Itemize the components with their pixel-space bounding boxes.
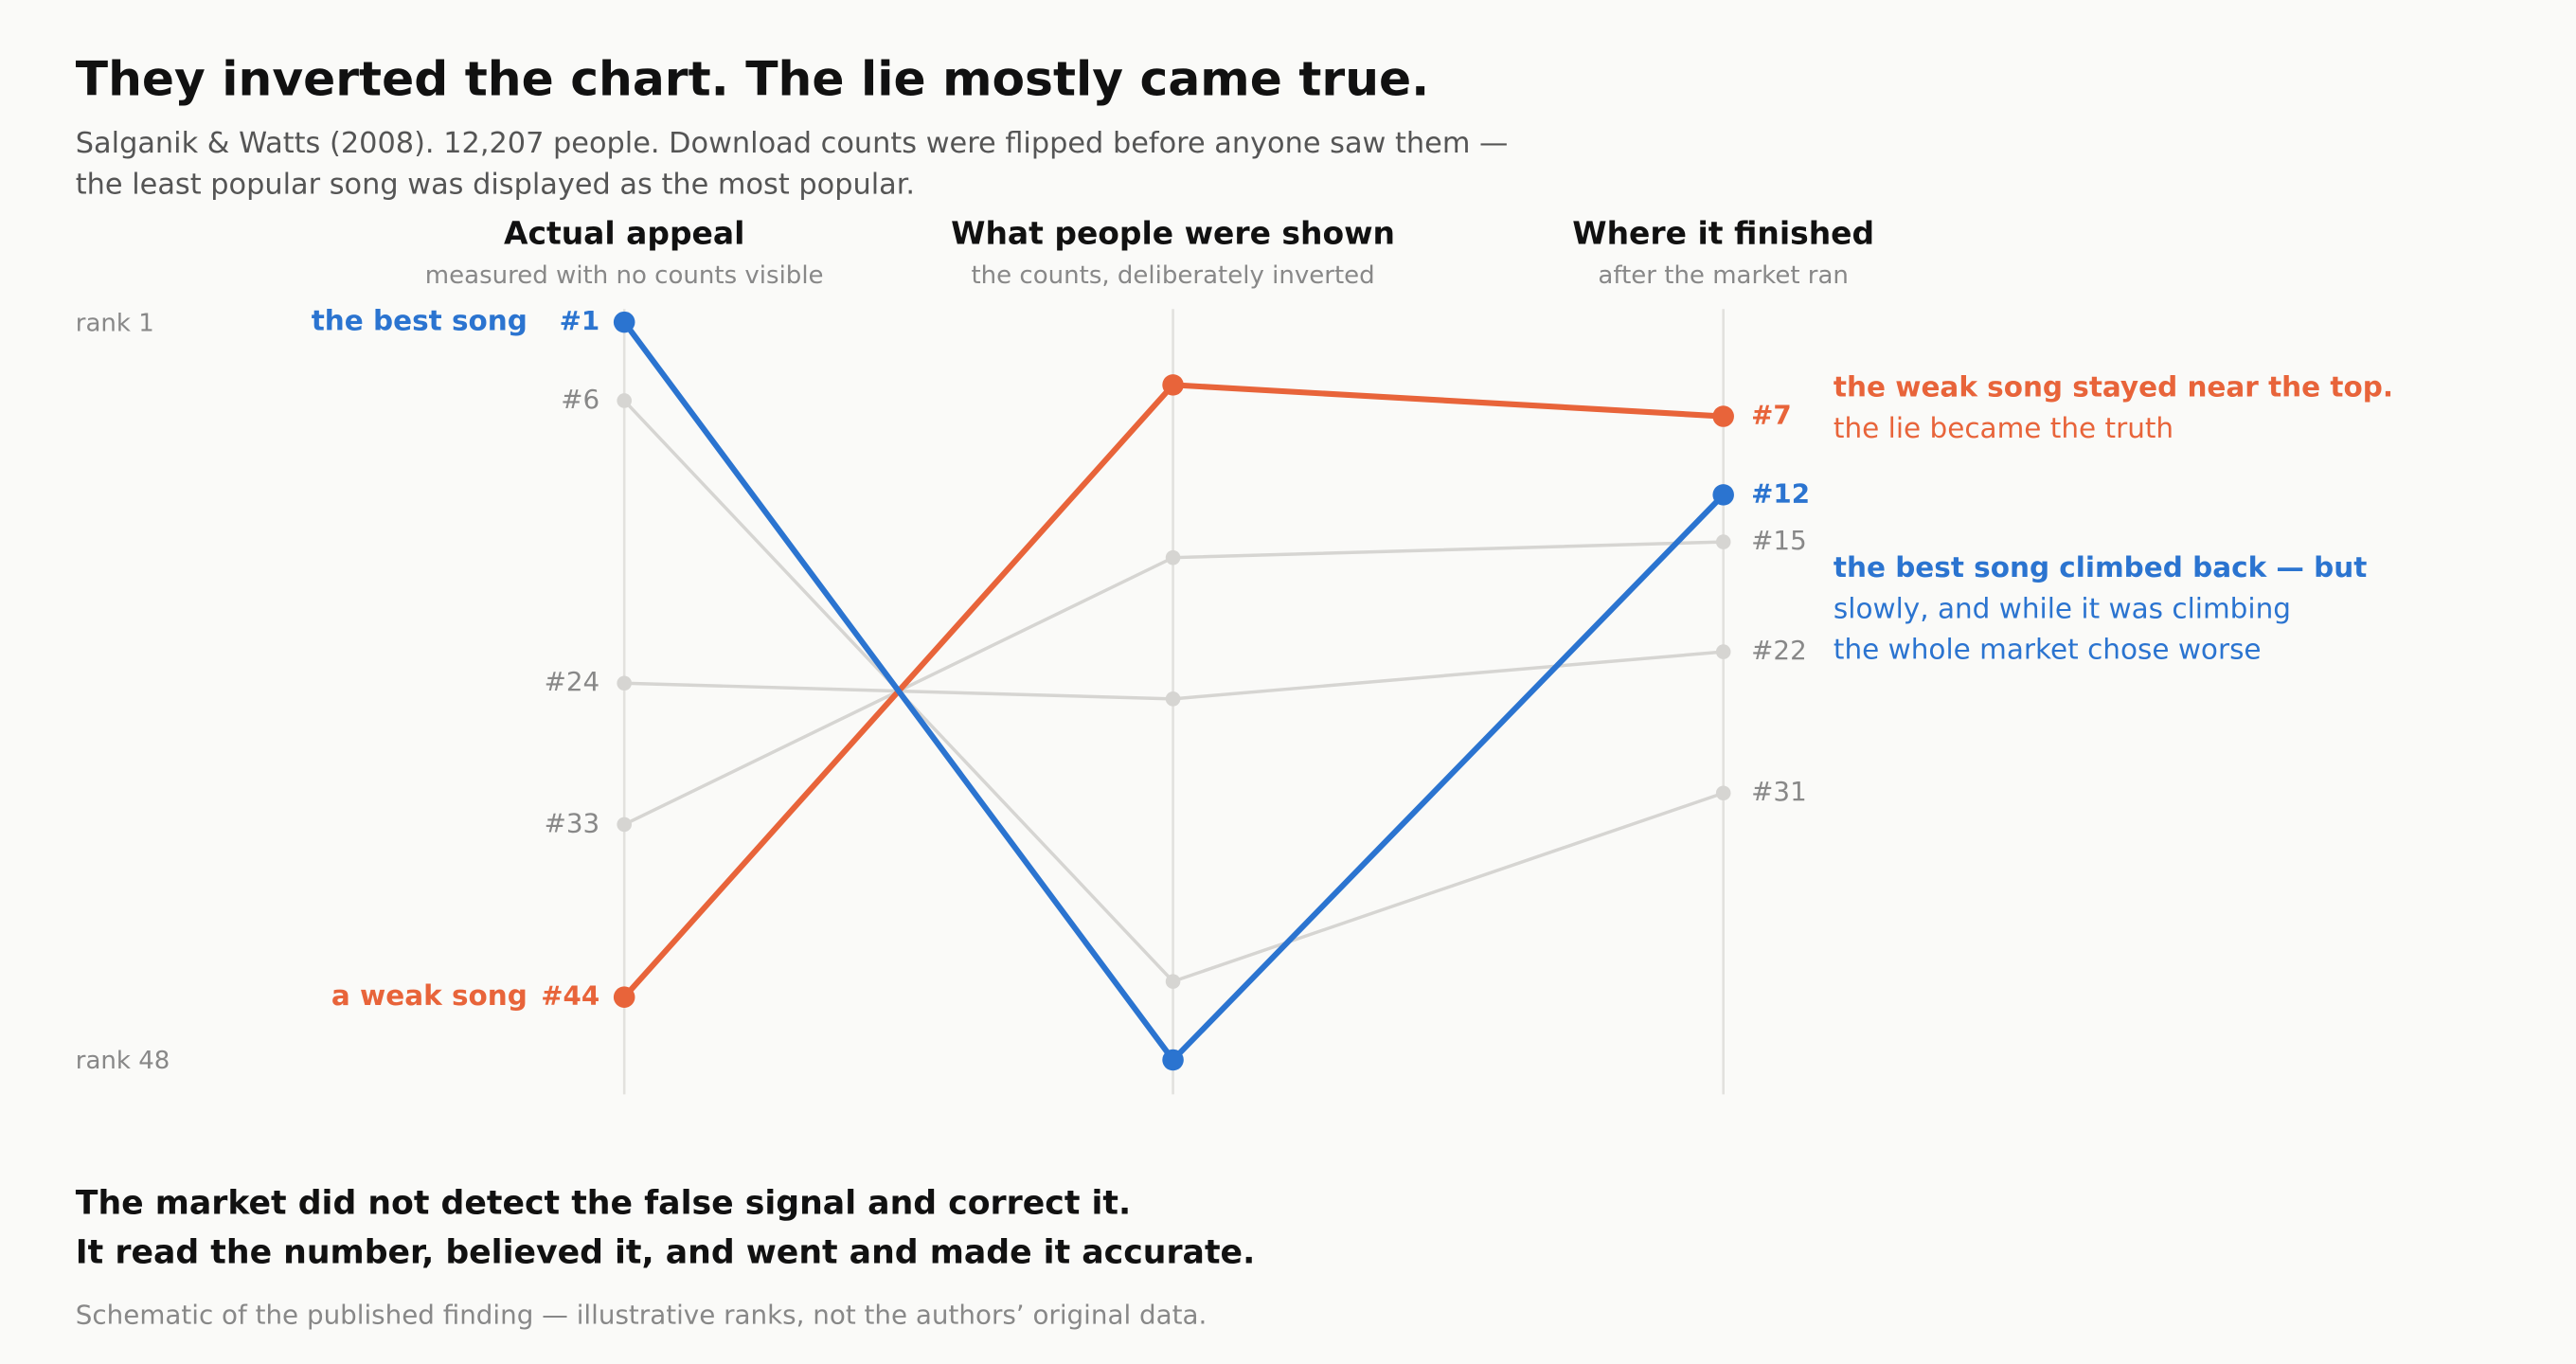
value-label: #31: [1751, 776, 1807, 807]
annotation: the best song climbed back — but: [1834, 551, 2367, 583]
point: [1715, 785, 1731, 801]
chart-title: They inverted the chart. The lie mostly …: [76, 50, 1429, 106]
point: [1715, 644, 1731, 659]
column-note: the counts, deliberately inverted: [971, 261, 1374, 290]
series-name: a weak song: [331, 979, 528, 1012]
point: [617, 393, 632, 408]
subtitle: Salganik & Watts (2008). 12,207 people. …: [76, 127, 1509, 160]
value-label: #6: [561, 384, 599, 415]
value-label: #7: [1751, 400, 1792, 431]
y-tick-label: rank 48: [76, 1047, 170, 1075]
point: [1162, 374, 1184, 396]
subtitle: the least popular song was displayed as …: [76, 169, 915, 202]
point: [1712, 484, 1734, 506]
annotation: the whole market chose worse: [1834, 634, 2262, 666]
point: [1162, 1049, 1184, 1071]
annotation: the lie became the truth: [1834, 412, 2174, 444]
value-label: #15: [1751, 525, 1807, 556]
conclusion: The market did not detect the false sign…: [76, 1185, 1131, 1223]
point: [617, 675, 632, 691]
value-label: #24: [545, 666, 600, 697]
point: [613, 311, 635, 333]
column-title: What people were shown: [951, 215, 1395, 252]
value-label: #44: [541, 980, 599, 1012]
column-note: after the market ran: [1598, 261, 1849, 290]
value-label: #12: [1751, 477, 1810, 509]
conclusion: It read the number, believed it, and wen…: [76, 1234, 1255, 1272]
annotation: slowly, and while it was climbing: [1834, 592, 2291, 624]
column-title: Actual appeal: [504, 215, 744, 252]
column-title: Where it finished: [1572, 215, 1874, 252]
value-label: #22: [1751, 635, 1807, 666]
point: [1165, 549, 1181, 565]
value-label: #33: [545, 807, 600, 838]
value-label: #1: [560, 305, 600, 336]
point: [617, 817, 632, 833]
point: [1712, 405, 1734, 427]
point: [1165, 691, 1181, 707]
point: [613, 986, 635, 1008]
series-name: the best song: [312, 305, 528, 337]
annotation: the weak song stayed near the top.: [1834, 371, 2393, 404]
point: [1715, 534, 1731, 549]
point: [1165, 974, 1181, 989]
column-note: measured with no counts visible: [425, 261, 824, 290]
note: Schematic of the published finding — ill…: [76, 1300, 1208, 1331]
y-tick-label: rank 1: [76, 309, 154, 337]
